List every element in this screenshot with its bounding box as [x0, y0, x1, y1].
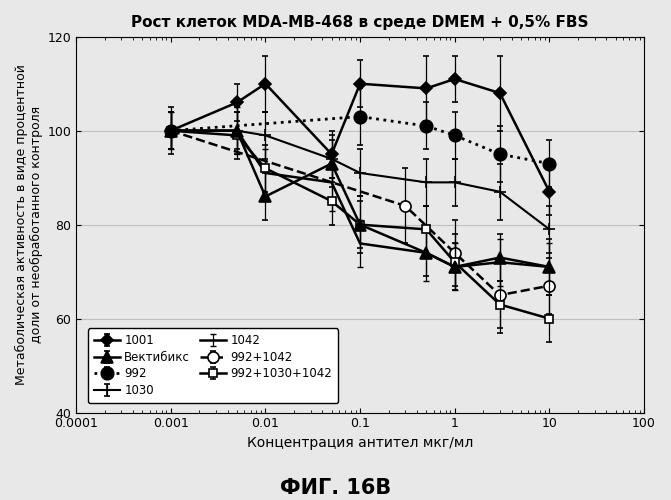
- Legend: 1001, Вектибикс, 992, 1030, 1042, 992+1042, 992+1030+1042: 1001, Вектибикс, 992, 1030, 1042, 992+10…: [88, 328, 338, 403]
- Text: ФИГ. 16В: ФИГ. 16В: [280, 478, 391, 498]
- X-axis label: Концентрация антител мкг/мл: Концентрация антител мкг/мл: [247, 436, 473, 450]
- Y-axis label: Метаболическая активность в виде процентной
доли от необработанного контроля: Метаболическая активность в виде процент…: [15, 64, 43, 385]
- Title: Рост клеток MDA-MB-468 в среде DMEM + 0,5% FBS: Рост клеток MDA-MB-468 в среде DMEM + 0,…: [132, 15, 589, 30]
